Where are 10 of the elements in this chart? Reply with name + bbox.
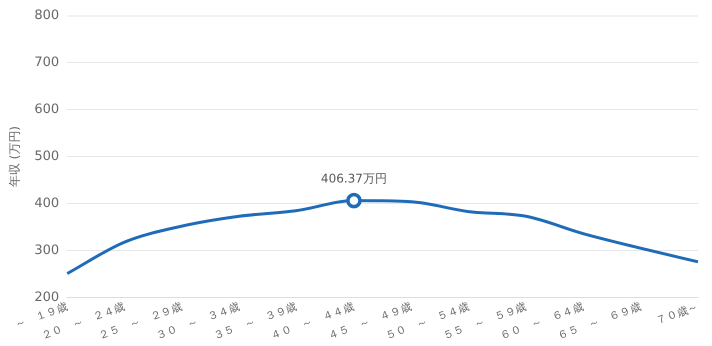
y-axis-title: 年収 (万円) <box>7 126 22 188</box>
y-tick-label: 200 <box>34 290 60 305</box>
y-tick-label: 700 <box>34 55 60 70</box>
y-tick-label: 500 <box>34 149 60 164</box>
y-tick-label: 400 <box>34 196 60 211</box>
x-tick-label: ７０歳～ <box>654 300 700 328</box>
y-tick-label: 300 <box>34 242 60 258</box>
annotation: 406.37万円 <box>320 172 387 186</box>
y-tick-label: 600 <box>34 102 60 118</box>
y-tick-label: 800 <box>34 8 60 24</box>
